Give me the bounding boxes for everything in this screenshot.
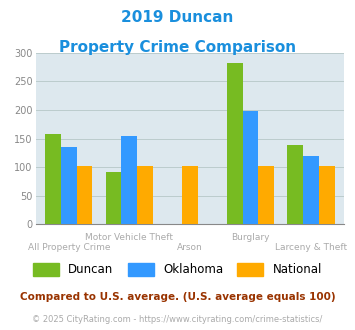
Bar <box>61 147 77 224</box>
Bar <box>45 134 61 224</box>
Bar <box>77 166 92 224</box>
Text: © 2025 CityRating.com - https://www.cityrating.com/crime-statistics/: © 2025 CityRating.com - https://www.city… <box>32 315 323 324</box>
Bar <box>242 111 258 224</box>
Text: Motor Vehicle Theft: Motor Vehicle Theft <box>85 233 173 242</box>
Bar <box>319 166 335 224</box>
Text: Compared to U.S. average. (U.S. average equals 100): Compared to U.S. average. (U.S. average … <box>20 292 335 302</box>
Text: Property Crime Comparison: Property Crime Comparison <box>59 40 296 54</box>
Legend: Duncan, Oklahoma, National: Duncan, Oklahoma, National <box>28 258 327 281</box>
Bar <box>106 172 121 224</box>
Bar <box>182 166 198 224</box>
Text: All Property Crime: All Property Crime <box>28 243 110 251</box>
Bar <box>303 156 319 224</box>
Bar <box>258 166 274 224</box>
Bar <box>121 136 137 224</box>
Bar <box>137 166 153 224</box>
Text: Larceny & Theft: Larceny & Theft <box>275 243 347 251</box>
Bar <box>227 62 242 224</box>
Text: Arson: Arson <box>177 243 203 251</box>
Text: Burglary: Burglary <box>231 233 270 242</box>
Bar <box>288 145 303 224</box>
Text: 2019 Duncan: 2019 Duncan <box>121 10 234 25</box>
